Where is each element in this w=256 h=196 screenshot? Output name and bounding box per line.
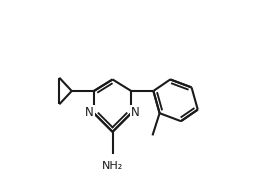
Text: NH₂: NH₂ (102, 161, 123, 171)
Text: N: N (131, 106, 140, 119)
Text: N: N (85, 106, 94, 119)
